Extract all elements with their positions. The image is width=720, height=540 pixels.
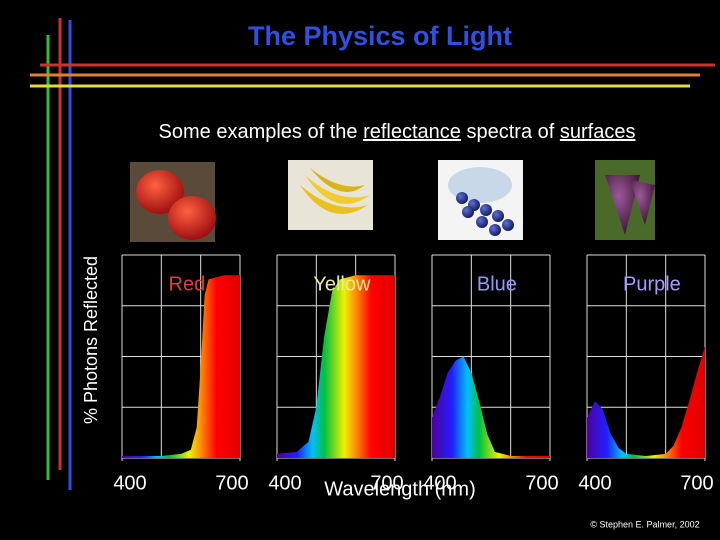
decoration bbox=[30, 18, 715, 490]
photo-grapes bbox=[595, 160, 655, 240]
spectrum-area bbox=[277, 275, 395, 458]
y-axis-label: % Photons Reflected bbox=[81, 256, 101, 424]
panel-title: Yellow bbox=[313, 273, 371, 295]
x-tick-label: 700 bbox=[680, 472, 713, 494]
subtitle: Some examples of the reflectance spectra… bbox=[159, 121, 636, 143]
spectrum-area bbox=[432, 356, 550, 458]
photo-tomatoes bbox=[130, 162, 216, 242]
title: The Physics of Light bbox=[248, 21, 512, 51]
x-tick-label: 400 bbox=[268, 472, 301, 494]
subtitle-part: spectra of bbox=[461, 121, 560, 143]
photo-bananas bbox=[288, 160, 373, 230]
panel-title: Red bbox=[169, 273, 206, 295]
spectrum-area bbox=[122, 275, 240, 458]
x-tick-label: 400 bbox=[113, 472, 146, 494]
x-tick-label: 700 bbox=[370, 472, 403, 494]
panel-title: Blue bbox=[477, 273, 517, 295]
panel-title: Purple bbox=[623, 273, 681, 295]
x-tick-label: 700 bbox=[215, 472, 248, 494]
subtitle-part: surfaces bbox=[560, 121, 636, 143]
x-axis-label: Wavelength (nm) bbox=[324, 478, 476, 500]
subtitle-part: reflectance bbox=[363, 121, 461, 143]
x-tick-label: 400 bbox=[578, 472, 611, 494]
credit: © Stephen E. Palmer, 2002 bbox=[590, 519, 699, 529]
spectrum-area bbox=[587, 346, 705, 458]
x-tick-label: 700 bbox=[525, 472, 558, 494]
photo-blueberries bbox=[438, 160, 523, 240]
subtitle-part: Some examples of the bbox=[159, 121, 364, 143]
x-tick-label: 400 bbox=[423, 472, 456, 494]
